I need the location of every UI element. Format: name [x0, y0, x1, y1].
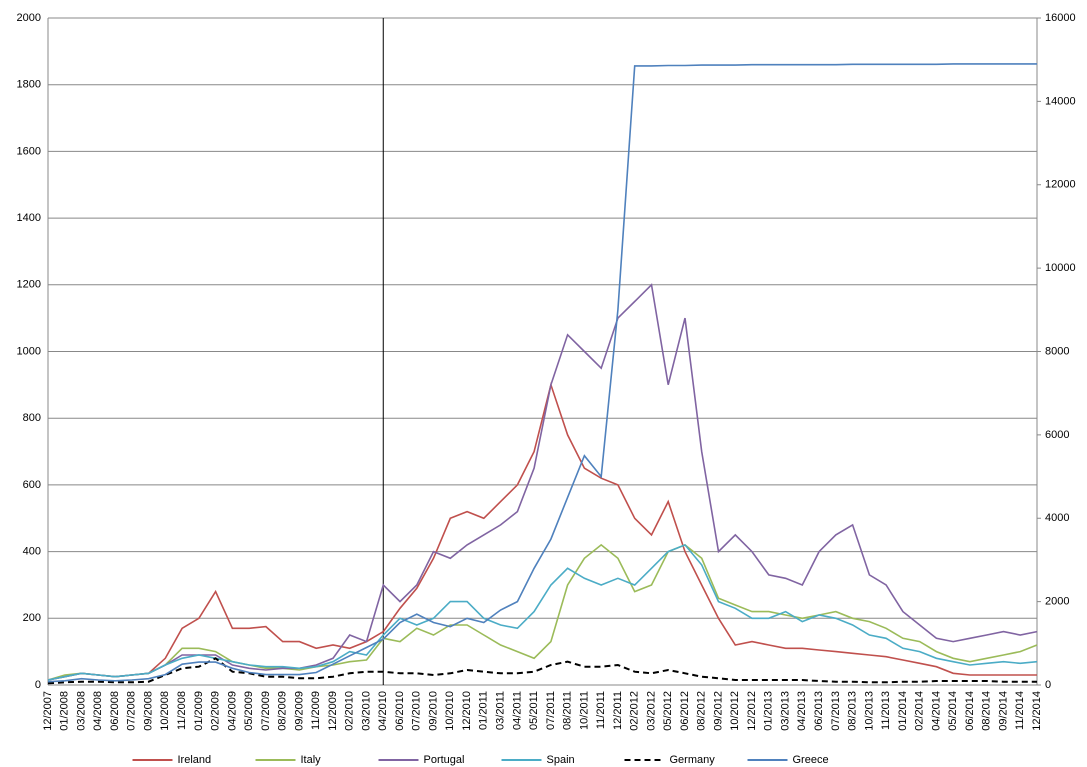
y-tick-label: 1800	[17, 79, 41, 91]
legend-label: Italy	[301, 754, 322, 766]
x-tick-label: 03/2008	[75, 691, 87, 731]
x-tick-label: 09/2010	[427, 691, 439, 731]
y-tick-label: 800	[23, 412, 41, 424]
legend-label: Portugal	[424, 754, 465, 766]
x-tick-label: 04/2011	[511, 691, 523, 730]
series-line	[47, 657, 1037, 685]
x-tick-label: 01/2014	[897, 691, 909, 731]
x-tick-label: 12/2014	[1031, 691, 1043, 731]
series-line	[47, 543, 1038, 681]
x-tick-label: 01/2011	[478, 691, 490, 730]
x-tick-label: 06/2014	[964, 691, 976, 731]
y2-tick-label: 14000	[1045, 95, 1076, 107]
x-tick-label: 11/2008	[176, 691, 188, 730]
x-tick-label: 03/2013	[779, 691, 791, 731]
x-tick-label: 02/2014	[914, 691, 926, 731]
x-tick-label: 10/2010	[444, 691, 456, 731]
x-tick-label: 07/2013	[830, 691, 842, 731]
x-tick-label: 09/2009	[293, 691, 305, 731]
x-tick-label: 02/2009	[210, 691, 222, 731]
series-line	[47, 63, 1037, 683]
series-line	[47, 283, 1038, 681]
x-tick-label: 04/2010	[377, 691, 389, 731]
x-tick-label: 03/2010	[360, 691, 372, 731]
x-tick-label: 12/2012	[746, 691, 758, 731]
x-tick-label: 10/2013	[863, 691, 875, 731]
y2-tick-label: 4000	[1045, 512, 1069, 524]
x-tick-label: 06/2010	[394, 691, 406, 731]
x-tick-label: 05/2009	[243, 691, 255, 731]
y2-tick-label: 6000	[1045, 429, 1069, 441]
y-tick-label: 1400	[17, 212, 41, 224]
x-tick-label: 12/2009	[327, 691, 339, 731]
series-line	[47, 381, 1037, 681]
y-tick-label: 200	[23, 612, 41, 624]
x-tick-label: 12/2011	[612, 691, 624, 730]
x-tick-label: 08/2012	[696, 691, 708, 731]
legend-label: Spain	[547, 754, 575, 766]
x-tick-label: 09/2012	[712, 691, 724, 731]
x-tick-label: 03/2011	[494, 691, 506, 730]
x-tick-label: 08/2011	[562, 691, 574, 730]
x-tick-label: 10/2008	[159, 691, 171, 731]
x-tick-label: 07/2011	[545, 691, 557, 730]
x-tick-label: 04/2013	[796, 691, 808, 731]
legend-label: Ireland	[178, 754, 212, 766]
x-tick-label: 12/2007	[42, 691, 54, 731]
x-tick-label: 08/2009	[277, 691, 289, 731]
y-tick-label: 1600	[17, 145, 41, 157]
x-tick-label: 05/2014	[947, 691, 959, 731]
x-tick-label: 03/2012	[645, 691, 657, 731]
x-tick-label: 01/2013	[763, 691, 775, 731]
x-tick-label: 01/2008	[59, 691, 71, 731]
y2-tick-label: 12000	[1045, 179, 1076, 191]
y-tick-label: 2000	[17, 12, 41, 24]
x-tick-label: 06/2012	[679, 691, 691, 731]
x-tick-label: 11/2014	[1014, 691, 1026, 730]
x-tick-label: 11/2011	[595, 691, 607, 729]
x-tick-label: 10/2012	[729, 691, 741, 731]
x-tick-label: 05/2011	[528, 691, 540, 730]
y2-tick-label: 10000	[1045, 262, 1076, 274]
y2-tick-label: 2000	[1045, 596, 1069, 608]
y-tick-label: 1200	[17, 279, 41, 291]
x-tick-label: 06/2008	[109, 691, 121, 731]
x-tick-label: 04/2009	[226, 691, 238, 731]
x-tick-label: 07/2010	[411, 691, 423, 731]
series-line	[47, 543, 1038, 681]
legend: Ireland Italy Portugal Spain Germany Greece	[132, 754, 829, 766]
x-tick-label: 11/2009	[310, 691, 322, 730]
x-tick-label: 12/2010	[461, 691, 473, 731]
legend-label: Greece	[793, 754, 829, 766]
y-tick-label: 600	[23, 479, 41, 491]
y-tick-label: 1000	[17, 345, 41, 357]
legend-label: Germany	[670, 754, 716, 766]
y2-tick-label: 16000	[1045, 12, 1076, 24]
y-tick-label: 400	[23, 546, 41, 558]
x-tick-label: 04/2014	[930, 691, 942, 731]
x-tick-label: 02/2010	[344, 691, 356, 731]
y2-tick-label: 8000	[1045, 345, 1069, 357]
x-tick-label: 06/2013	[813, 691, 825, 731]
x-tick-label: 11/2013	[880, 691, 892, 730]
x-tick-label: 05/2012	[662, 691, 674, 731]
x-tick-label: 08/2014	[981, 691, 993, 731]
y2-tick-label: 0	[1045, 679, 1051, 691]
x-tick-label: 10/2011	[578, 691, 590, 730]
x-tick-label: 04/2008	[92, 691, 104, 731]
x-tick-label: 01/2009	[193, 691, 205, 731]
x-tick-label: 09/2014	[997, 691, 1009, 731]
x-tick-label: 09/2008	[142, 691, 154, 731]
x-tick-label: 07/2008	[126, 691, 138, 731]
x-tick-label: 02/2012	[629, 691, 641, 731]
x-tick-label: 08/2013	[847, 691, 859, 731]
y-tick-label: 0	[35, 679, 41, 691]
x-tick-label: 07/2009	[260, 691, 272, 731]
